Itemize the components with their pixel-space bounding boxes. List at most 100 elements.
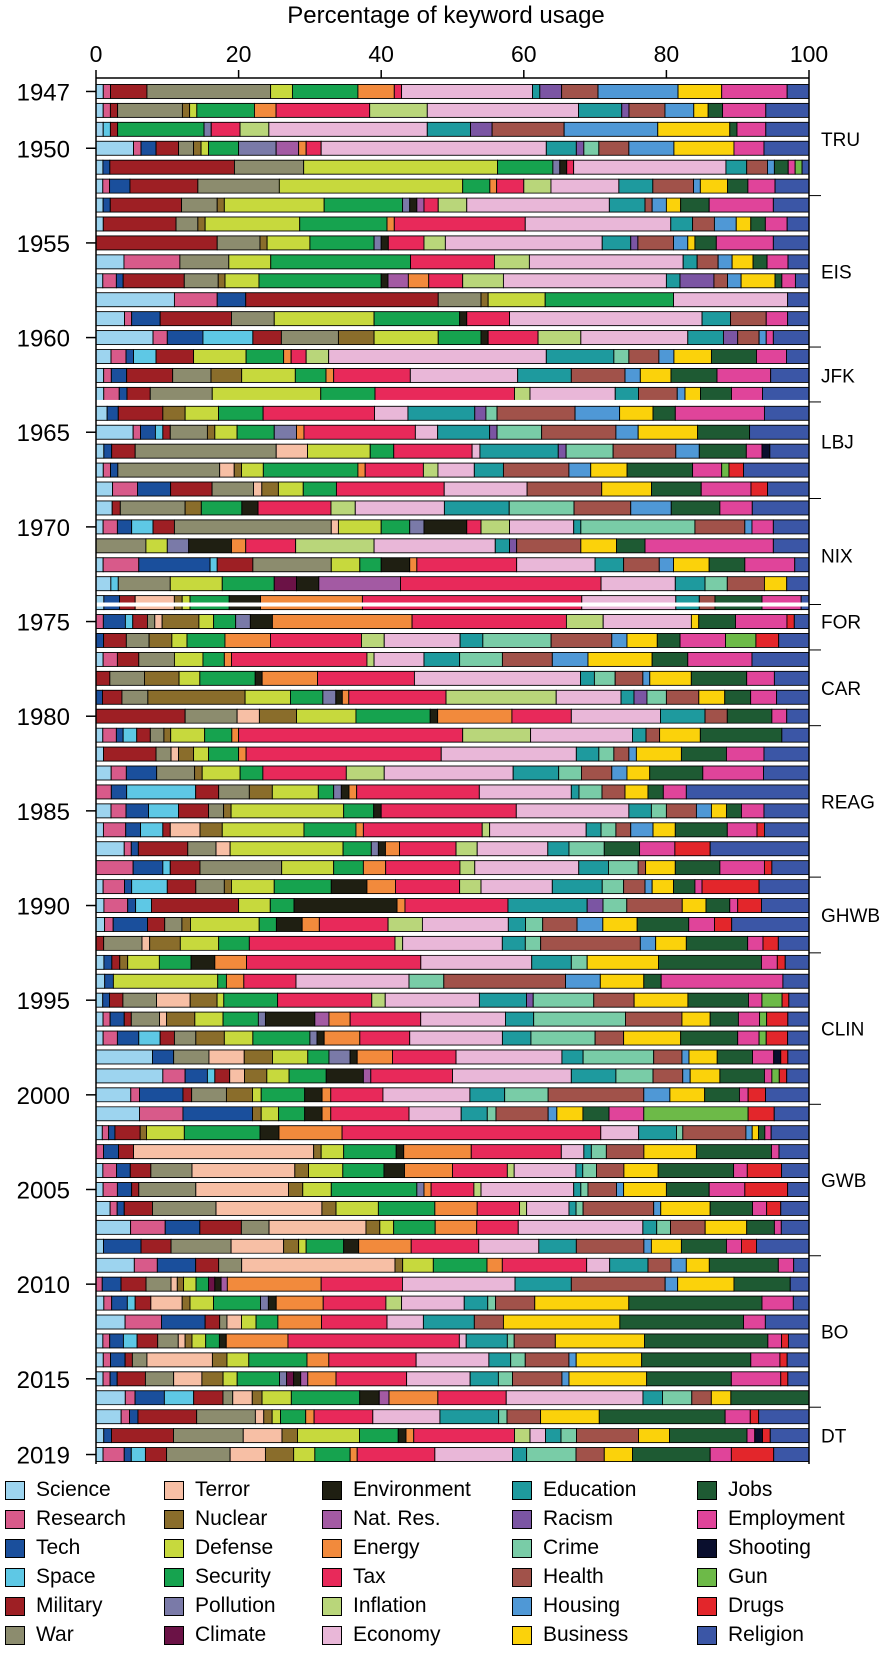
bar-segment-war: [103, 935, 143, 951]
bar-segment-tax: [423, 197, 439, 213]
bar-segment-tax: [317, 670, 415, 686]
bar-segment-health: [612, 443, 677, 459]
bar-segment-crime: [662, 1390, 693, 1406]
bar-segment-war: [208, 803, 225, 819]
legend-label: Drugs: [728, 1594, 785, 1617]
bar-segment-racism: [575, 140, 585, 156]
bar-segment-health: [598, 140, 630, 156]
bar-segment-tech: [129, 1409, 139, 1425]
bar-segment-tax: [330, 1106, 410, 1122]
bar-segment-religion: [786, 216, 810, 232]
bar-segment-tech: [103, 954, 113, 970]
bar-segment-drugs: [737, 898, 762, 913]
bar-segment-housing: [639, 935, 657, 951]
bar-segment-housing: [628, 746, 637, 762]
bar-segment-nuclear: [394, 1257, 404, 1273]
bar-segment-war: [170, 1238, 232, 1254]
bar-segment-health: [713, 273, 728, 289]
bar-segment-crime: [508, 500, 575, 516]
bar-segment-religion: [773, 1447, 810, 1462]
bar-segment-tech: [102, 992, 110, 1008]
bar-segment-education: [573, 1182, 582, 1197]
bar-segment-defense: [223, 1030, 254, 1046]
bar-segment-education: [585, 822, 602, 838]
bar-segment-defense: [171, 633, 188, 648]
bar-segment-energy: [278, 1125, 343, 1141]
bar-segment-tech: [116, 1200, 125, 1216]
bar-segment-nuclear: [283, 1238, 300, 1254]
bar-segment-education: [469, 1087, 506, 1103]
bar-segment-health: [628, 349, 660, 364]
bar-segment-tech: [111, 1295, 128, 1311]
bar-segment-nuclear: [148, 633, 173, 648]
bar-segment-science: [95, 481, 114, 497]
bar-segment-health: [561, 84, 599, 99]
bar-segment-science: [95, 1428, 105, 1444]
bar-segment-health: [692, 216, 715, 232]
bar-segment-space: [148, 803, 180, 819]
bar-segment-housing: [653, 1200, 662, 1216]
bar-segment-environment: [249, 614, 273, 629]
x-axis: 0 20 40 60 80 100: [90, 41, 828, 78]
bar-segment-research: [102, 462, 112, 478]
bar-segment-pollution: [238, 140, 277, 156]
bar-segment-education: [570, 1068, 617, 1084]
bar-segment-nuclear: [199, 822, 223, 838]
bar-segment-economy: [528, 254, 684, 270]
bar-segment-security: [258, 917, 277, 932]
bar-segment-research: [173, 292, 218, 308]
bar-segment-tax: [275, 102, 371, 118]
legend-label: Jobs: [728, 1478, 773, 1501]
x-tick-label: 60: [511, 41, 537, 67]
bar-segment-tax: [321, 1314, 388, 1330]
bar-segment-security: [196, 102, 255, 118]
legend-label: Employment: [728, 1507, 845, 1530]
bar-segment-pollution: [416, 1182, 425, 1197]
bar-segment-war: [197, 178, 280, 194]
bar-segment-inflation: [473, 1182, 482, 1197]
bar-segment-crime: [646, 689, 667, 705]
bar-segment-nat-res-: [362, 1068, 372, 1084]
bar-segment-security: [462, 178, 491, 194]
bar-segment-employment: [692, 462, 723, 478]
bar-segment-military: [120, 1276, 147, 1292]
bar-segment-nuclear: [243, 1049, 273, 1065]
bar-segment-religion: [787, 292, 810, 308]
bar-segment-education: [642, 1219, 658, 1235]
bar-segment-terror: [170, 1276, 178, 1292]
bar-segment-jobs: [746, 1219, 775, 1235]
bar-segment-environment: [293, 1371, 302, 1387]
bar-segment-defense: [308, 1163, 344, 1179]
bar-segment-war: [121, 689, 149, 705]
bar-segment-housing: [611, 633, 628, 648]
bar-segment-crime: [615, 1068, 654, 1084]
bar-segment-energy: [403, 1144, 472, 1160]
bar-segment-employment: [781, 273, 796, 289]
bar-segment-climate: [286, 1371, 295, 1387]
bar-segment-tech: [104, 973, 114, 989]
bar-segment-business: [603, 1447, 633, 1462]
bar-segment-energy: [386, 216, 395, 232]
legend-swatch: [697, 1539, 717, 1558]
bar-segment-health: [652, 178, 695, 194]
bar-segment-economy: [516, 557, 596, 573]
bar-segment-education: [460, 1106, 488, 1122]
bar-segment-defense: [189, 1295, 214, 1311]
legend-swatch: [322, 1597, 342, 1616]
bar-segment-tax: [487, 330, 539, 346]
bar-segment-education: [618, 178, 654, 194]
bar-segment-employment: [744, 557, 796, 573]
bar-segment-tax: [246, 954, 422, 970]
bar-segment-security: [299, 216, 388, 232]
bar-segment-health: [623, 879, 646, 895]
bar-segment-tech: [125, 822, 142, 838]
bar-segment-security: [258, 273, 382, 289]
bar-segment-security: [333, 860, 364, 876]
bar-segment-defense: [190, 917, 260, 932]
bar-segment-economy: [480, 879, 553, 895]
bar-segment-jobs: [680, 197, 710, 213]
bar-segment-education: [674, 576, 706, 592]
bar-segment-housing: [682, 1068, 691, 1084]
bar-segment-crime: [601, 879, 625, 895]
bar-segment-religion: [786, 84, 810, 99]
